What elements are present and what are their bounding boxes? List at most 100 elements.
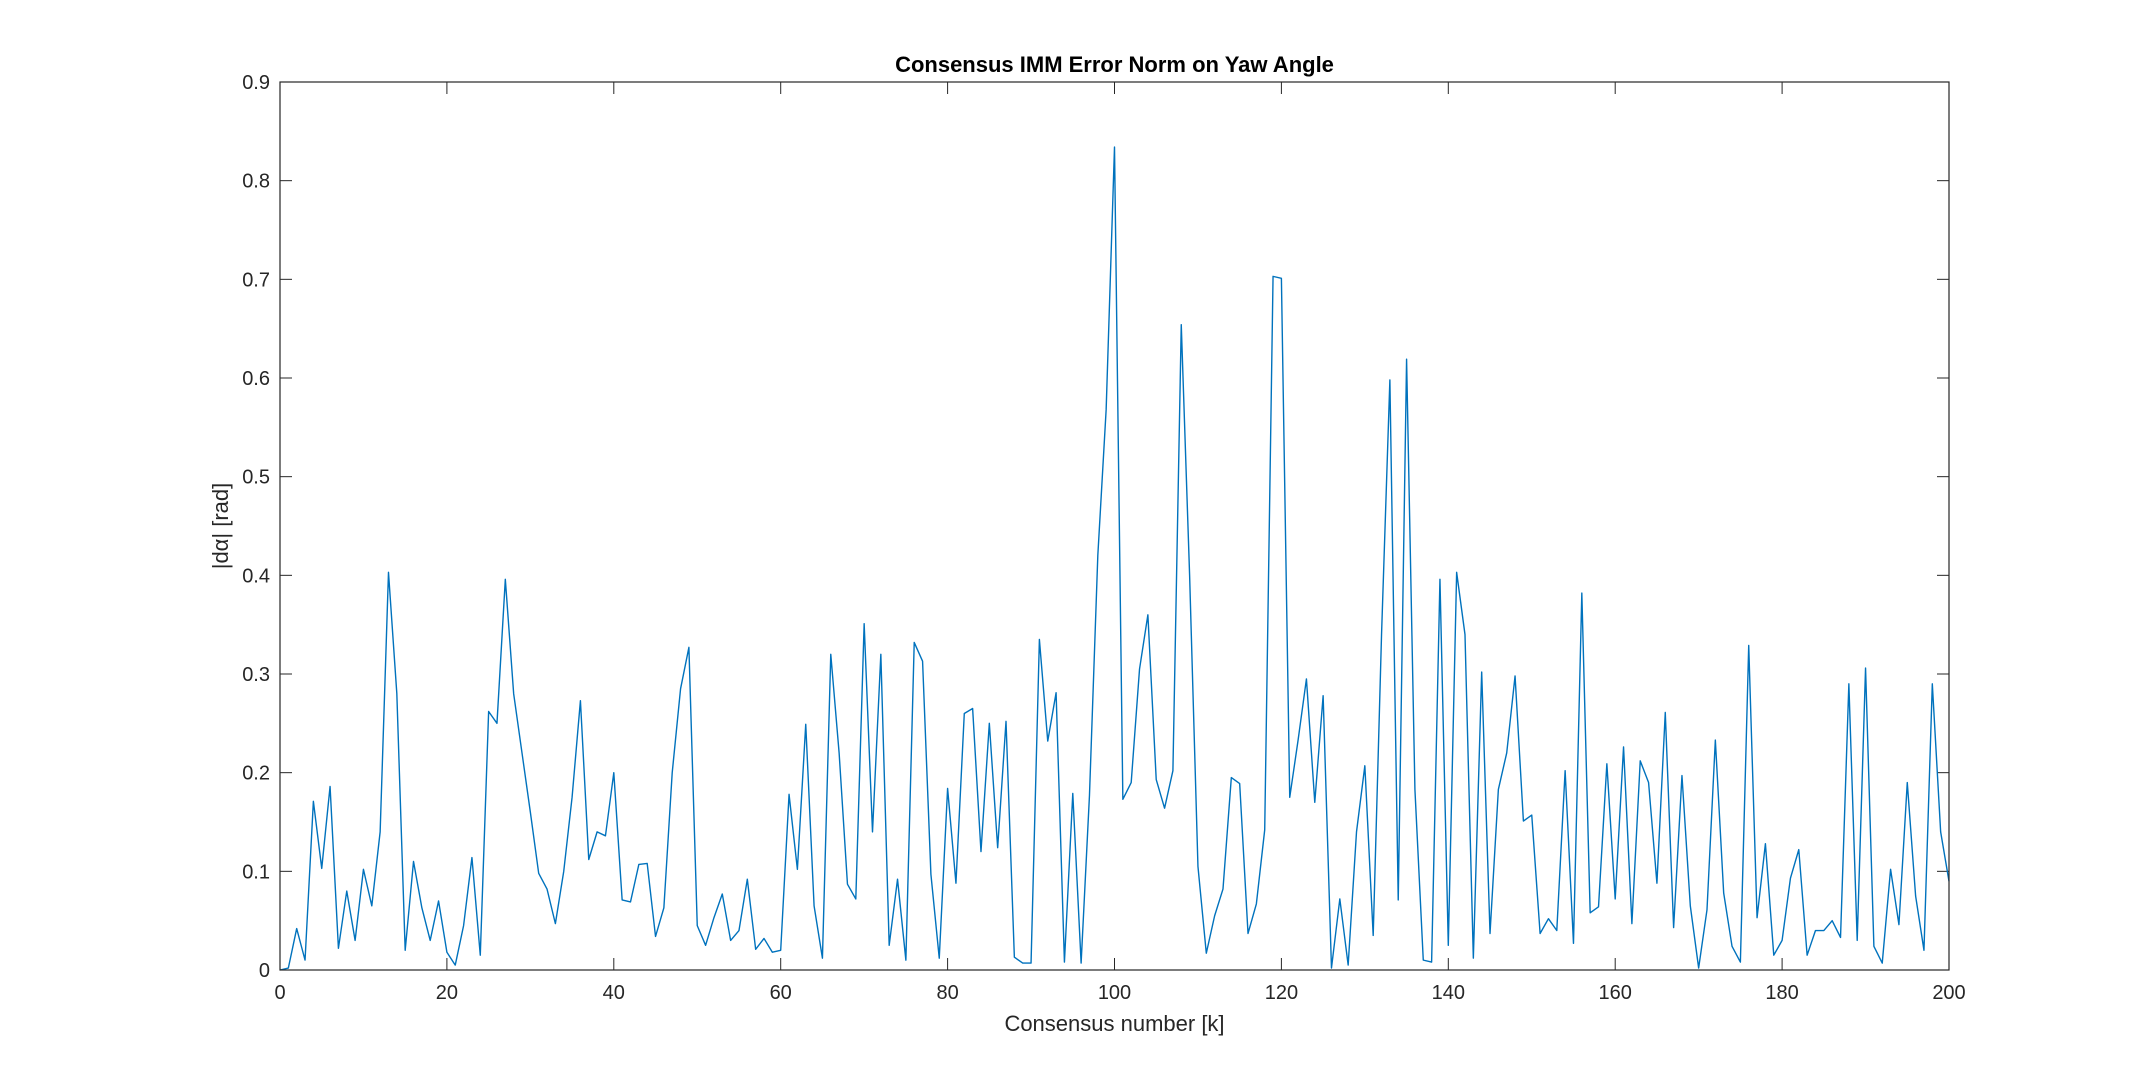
data-point: [1189, 575, 1190, 576]
data-point: [413, 861, 414, 862]
x-tick-label: 200: [1932, 982, 1965, 1004]
data-point: [1857, 940, 1858, 941]
data-point: [555, 923, 556, 924]
data-point: [505, 579, 506, 580]
data-point: [1139, 668, 1140, 669]
data-point: [1765, 843, 1766, 844]
data-point: [1398, 899, 1399, 900]
data-point: [1665, 712, 1666, 713]
data-point: [822, 958, 823, 959]
data-point: [1489, 933, 1490, 934]
data-point: [772, 952, 773, 953]
data-point: [964, 713, 965, 714]
data-point: [797, 869, 798, 870]
x-tick-label: 20: [436, 982, 458, 1004]
data-point: [530, 812, 531, 813]
data-point: [1606, 763, 1607, 764]
data-point: [421, 907, 422, 908]
data-point: [388, 572, 389, 573]
x-tick-label: 40: [603, 982, 625, 1004]
data-point: [488, 711, 489, 712]
data-point: [1648, 782, 1649, 783]
data-point: [1698, 967, 1699, 968]
data-point: [830, 654, 831, 655]
data-point: [655, 936, 656, 937]
data-point: [1106, 409, 1107, 410]
data-point: [1047, 740, 1048, 741]
data-point: [755, 949, 756, 950]
data-point: [1531, 814, 1532, 815]
data-point: [321, 868, 322, 869]
data-point: [763, 938, 764, 939]
data-point: [288, 967, 289, 968]
y-tick-label: 0.7: [242, 269, 270, 291]
data-point: [1715, 740, 1716, 741]
data-point: [1473, 958, 1474, 959]
data-point: [1882, 962, 1883, 963]
data-point: [313, 801, 314, 802]
data-point: [1022, 962, 1023, 963]
data-point: [1114, 147, 1115, 148]
data-point: [1055, 692, 1056, 693]
data-point: [1798, 849, 1799, 850]
y-tick-label: 0.3: [242, 664, 270, 686]
data-point: [1297, 740, 1298, 741]
y-tick-label: 0: [259, 960, 270, 982]
data-point: [1272, 276, 1273, 277]
data-point: [1756, 917, 1757, 918]
data-point: [1231, 777, 1232, 778]
data-point: [1131, 782, 1132, 783]
data-point: [363, 869, 364, 870]
data-point: [1264, 829, 1265, 830]
data-point: [1932, 683, 1933, 684]
data-point: [1247, 933, 1248, 934]
data-point: [1623, 746, 1624, 747]
data-point: [905, 960, 906, 961]
y-tick-label: 0.2: [242, 763, 270, 785]
data-point: [1356, 831, 1357, 832]
chart-title: Consensus IMM Error Norm on Yaw Angle: [895, 52, 1334, 77]
y-tick-label: 0.9: [242, 72, 270, 94]
data-point: [1089, 795, 1090, 796]
data-point: [513, 693, 514, 694]
data-point: [538, 873, 539, 874]
data-point: [1289, 797, 1290, 798]
data-point: [1748, 645, 1749, 646]
data-point: [1782, 940, 1783, 941]
data-point: [605, 835, 606, 836]
data-point: [855, 898, 856, 899]
data-point: [455, 964, 456, 965]
data-point: [1373, 935, 1374, 936]
x-tick-label: 160: [1599, 982, 1632, 1004]
data-point: [922, 661, 923, 662]
data-point: [580, 700, 581, 701]
data-point: [1631, 923, 1632, 924]
data-point: [897, 879, 898, 880]
data-point: [1865, 667, 1866, 668]
data-point: [1640, 760, 1641, 761]
data-point: [872, 831, 873, 832]
data-point: [1431, 962, 1432, 963]
data-point: [989, 723, 990, 724]
data-point: [738, 930, 739, 931]
data-point: [1740, 962, 1741, 963]
data-point: [647, 863, 648, 864]
data-point: [1815, 930, 1816, 931]
data-point: [1072, 793, 1073, 794]
data-point: [1514, 675, 1515, 676]
data-point: [1439, 579, 1440, 580]
data-point: [638, 864, 639, 865]
data-point: [947, 788, 948, 789]
data-point: [380, 831, 381, 832]
data-point: [713, 917, 714, 918]
data-point: [1565, 770, 1566, 771]
data-point: [1448, 945, 1449, 946]
data-point: [972, 708, 973, 709]
data-point: [680, 688, 681, 689]
data-point: [546, 888, 547, 889]
data-point: [1239, 783, 1240, 784]
data-point: [430, 940, 431, 941]
data-point: [1731, 946, 1732, 947]
axes-box: [279, 81, 1950, 971]
